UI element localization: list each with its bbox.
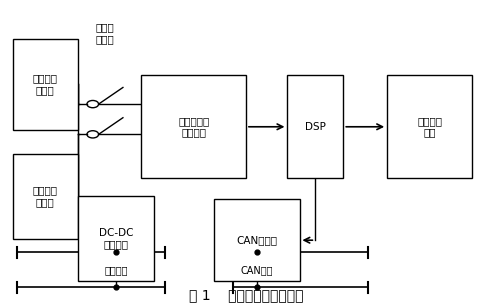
Bar xyxy=(387,75,472,178)
Bar xyxy=(12,154,78,239)
Text: CAN驱动器: CAN驱动器 xyxy=(237,235,277,245)
Bar xyxy=(78,196,154,281)
Bar xyxy=(215,199,300,281)
Bar xyxy=(12,39,78,130)
Text: 热电偶信号
处理电路: 热电偶信号 处理电路 xyxy=(178,116,209,138)
Bar xyxy=(141,75,246,178)
Text: 热电偶温
度信号: 热电偶温 度信号 xyxy=(33,185,58,207)
Text: DC-DC
开关电源: DC-DC 开关电源 xyxy=(98,228,133,249)
Text: 电源总线: 电源总线 xyxy=(104,265,127,275)
Text: 显示电路
接口: 显示电路 接口 xyxy=(417,116,442,138)
Text: 电子模
拟开关: 电子模 拟开关 xyxy=(95,22,114,44)
Text: DSP: DSP xyxy=(305,122,326,132)
Text: 上电自检
测电路: 上电自检 测电路 xyxy=(33,74,58,95)
Text: 图 1    智能温度传感器构成: 图 1 智能温度传感器构成 xyxy=(189,288,303,302)
Bar xyxy=(287,75,343,178)
Text: CAN总线: CAN总线 xyxy=(241,265,273,275)
